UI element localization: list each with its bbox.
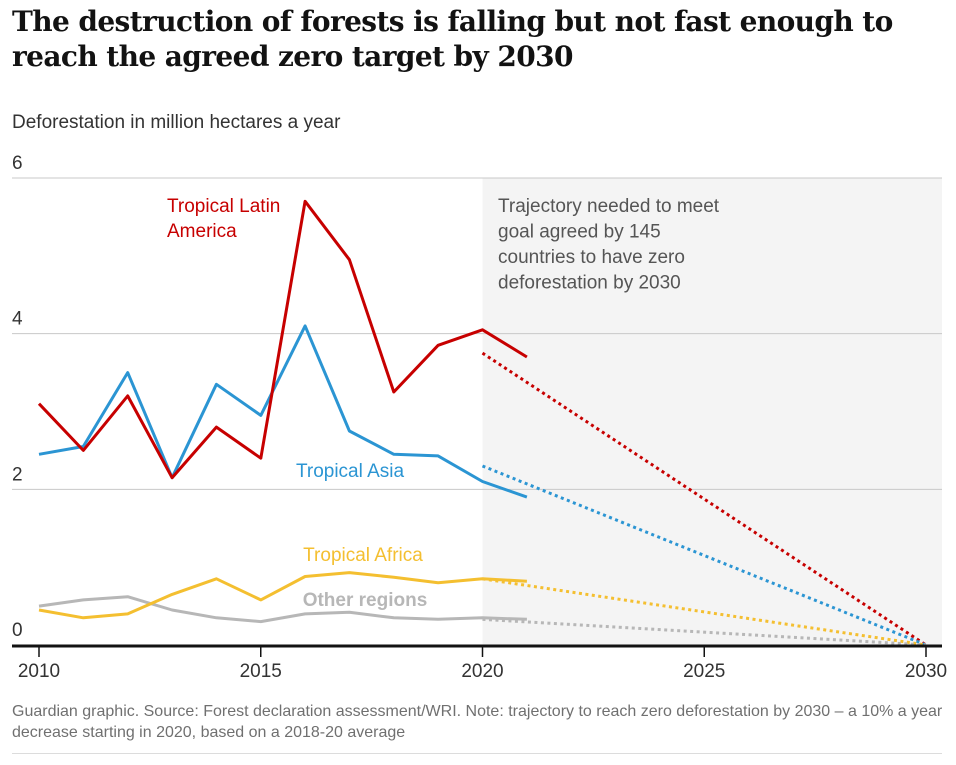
y-tick-label-2: 2 — [12, 464, 23, 485]
y-tick-label-4: 4 — [12, 309, 23, 330]
series-line-latin_america — [37, 199, 528, 480]
annotation-line: Trajectory needed to meet — [498, 196, 720, 217]
trajectory-annotation: Trajectory needed to meet goal agreed by … — [498, 196, 720, 294]
x-tick-label-2015: 2015 — [240, 661, 282, 682]
series-lines — [37, 199, 528, 624]
deforestation-chart: 0 2 4 6 Trajectory needed to meet goal agree… — [12, 153, 947, 682]
series-label-line: Tropical Asia — [296, 461, 404, 482]
trajectory-shaded-region — [482, 178, 942, 645]
series-line-other — [38, 595, 527, 624]
gridlines — [12, 177, 942, 490]
chart-subtitle: Deforestation in million hectares a year — [12, 112, 341, 133]
series-label-line: Tropical Latin — [167, 196, 280, 217]
source-note: Guardian graphic. Source: Forest declara… — [12, 703, 943, 741]
annotation-line: goal agreed by 145 — [498, 222, 661, 243]
x-tick-label-2010: 2010 — [18, 661, 60, 682]
trajectory-other — [482, 617, 927, 647]
series-label-line: Other regions — [303, 590, 428, 611]
chart-title: The destruction of forests is falling bu… — [12, 5, 893, 73]
series-label-line: Tropical Africa — [303, 545, 423, 566]
x-tick-label-2030: 2030 — [905, 661, 947, 682]
trajectory-lines — [481, 351, 927, 647]
series-label-asia: Tropical Asia — [296, 461, 404, 482]
y-tick-label-0: 0 — [12, 620, 23, 641]
annotation-line: deforestation by 2030 — [498, 273, 681, 294]
series-line-asia — [38, 324, 528, 499]
series-line-africa — [38, 571, 527, 620]
footer-divider — [12, 753, 942, 754]
annotation-line: countries to have zero — [498, 247, 685, 268]
x-tick-label-2020: 2020 — [461, 661, 503, 682]
y-tick-label-6: 6 — [12, 153, 23, 174]
series-label-line: America — [167, 221, 237, 242]
series-label-other: Other regions — [303, 590, 428, 611]
series-labels: Tropical Latin America Tropical Asia Tropic… — [167, 196, 427, 611]
x-tick-label-2025: 2025 — [683, 661, 725, 682]
x-axis-ticks: 2010 2015 2020 2025 2030 — [18, 647, 947, 682]
series-label-africa: Tropical Africa — [303, 545, 423, 566]
y-axis-ticks: 0 2 4 6 — [12, 153, 23, 641]
series-label-latin_america: Tropical Latin America — [167, 196, 280, 242]
trajectory-asia — [481, 464, 927, 647]
trajectory-latin_america — [481, 351, 927, 647]
